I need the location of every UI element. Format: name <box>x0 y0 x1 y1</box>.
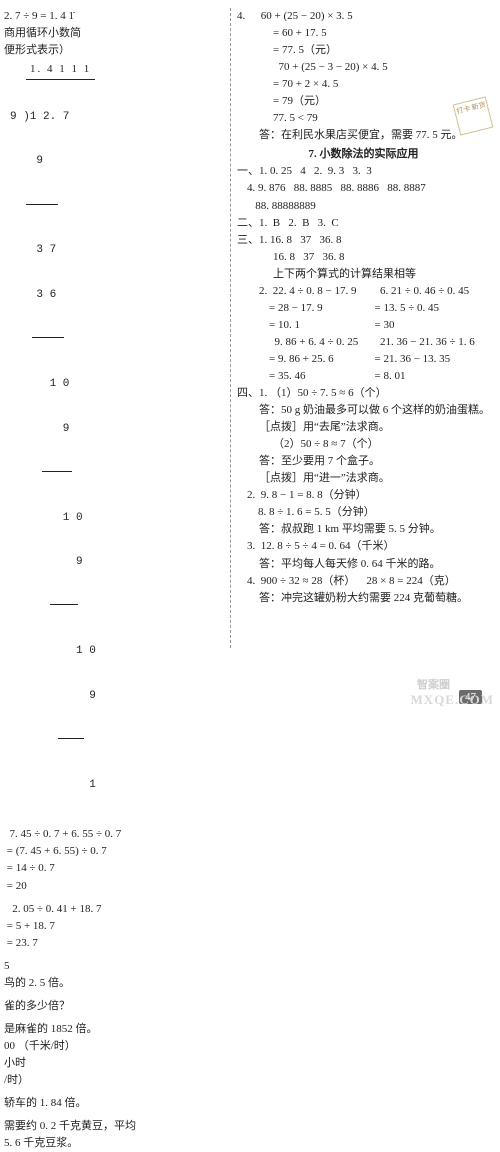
text: = 70 + 2 × 4. 5 <box>237 76 490 93</box>
text: 上下两个算式的计算结果相等 <box>237 266 490 283</box>
text: = 21. 36 − 13. 35 <box>375 351 491 368</box>
ld-row: 1 0 <box>10 511 224 526</box>
text: 2. 22. 4 ÷ 0. 8 − 17. 9 <box>259 283 375 300</box>
text: /时） <box>4 1072 224 1089</box>
text: = 28 − 17. 9 <box>259 300 375 317</box>
text: = 8. 01 <box>375 368 491 385</box>
text: 21. 36 − 21. 36 ÷ 1. 6 <box>375 334 491 351</box>
text: 4. 9. 876 88. 8885 88. 8886 88. 8887 <box>237 180 490 197</box>
text: 雀的多少倍？ <box>4 998 224 1015</box>
answer: 答：冲完这罐奶粉大约需要 224 克葡萄糖。 <box>237 590 490 607</box>
long-division: 1. 4 1 1 1 9 )1 2. 7 9 3 7 3 6 1 0 9 1 0… <box>10 61 224 822</box>
text: 便形式表示） <box>4 42 224 59</box>
ld-row: 1 <box>10 778 224 793</box>
text: 5. 6 千克豆浆。 <box>4 1135 224 1152</box>
text: 商用循环小数简 <box>4 25 224 42</box>
text: = 10. 1 <box>259 317 375 334</box>
text: 三、1. 16. 8 37 36. 8 <box>237 232 490 249</box>
text: 16. 8 37 36. 8 <box>237 249 490 266</box>
ld-row: 3 6 <box>10 288 224 303</box>
text: 7. 45 ÷ 0. 7 + 6. 55 ÷ 0. 7 <box>4 826 224 843</box>
text: = 79（元） <box>237 93 490 110</box>
hint: ［点拨］用“进一”法求商。 <box>237 470 490 487</box>
text: = 60 + 17. 5 <box>237 25 490 42</box>
text: 22. 4 ÷ 0. 8 − 17. 9 <box>267 285 356 297</box>
text: 3. 12. 8 ÷ 5 ÷ 4 = 0. 64（千米） <box>237 538 490 555</box>
text: = 77. 5（元） <box>237 42 490 59</box>
ld-row: 3 7 <box>10 243 224 258</box>
hint: ［点拨］用“去尾”法求商。 <box>237 419 490 436</box>
ld-row: 9 <box>10 154 224 169</box>
answer: 答：叔叔跑 1 km 平均需要 5. 5 分钟。 <box>237 521 490 538</box>
text: = 5 + 18. 7 <box>4 918 224 935</box>
text: = 20 <box>4 878 224 895</box>
text: 60 + (25 − 20) × 3. 5 <box>255 10 352 22</box>
text: = 35. 46 <box>259 368 375 385</box>
text: 4. 900 ÷ 32 ≈ 28（杯） 28 × 8 = 224（克） <box>237 573 490 590</box>
calc-left: 2. 22. 4 ÷ 0. 8 − 17. 9 = 28 − 17. 9 = 1… <box>259 283 375 385</box>
text: 需要约 0. 2 千克黄豆，平均 <box>4 1118 224 1135</box>
answer: 答：平均每人每天修 0. 64 千米的路。 <box>237 556 490 573</box>
section-title: 7. 小数除法的实际应用 <box>237 146 490 163</box>
left-column: 2. 7 ÷ 9 = 1. 4 1̇ 商用循环小数简 便形式表示） 1. 4 1… <box>4 8 224 662</box>
ld-row: 9 <box>10 689 224 704</box>
text: 鸟的 2. 5 倍。 <box>4 975 224 992</box>
text: （2）50 ÷ 8 ≈ 7（个） <box>237 436 490 453</box>
text: 5 <box>4 958 224 975</box>
text: 2. 7 ÷ 9 = 1. 4 1̇ <box>4 8 224 25</box>
label: 一、1. <box>237 165 267 177</box>
text: = 30 <box>375 317 491 334</box>
text: 88. 88888889 <box>237 198 490 215</box>
text: 6. 21 ÷ 0. 46 ÷ 0. 45 <box>375 283 491 300</box>
label: 三、1. <box>237 234 267 246</box>
text: = 23. 7 <box>4 935 224 952</box>
answer: 答：50 g 奶油最多可以做 6 个这样的奶油蛋糕。 <box>237 402 490 419</box>
label: 2. <box>259 285 267 297</box>
page-container: 2. 7 ÷ 9 = 1. 4 1̇ 商用循环小数简 便形式表示） 1. 4 1… <box>0 0 500 670</box>
text: 四、1. （1）50 ÷ 7. 5 ≈ 6（个） <box>237 385 490 402</box>
ld-row: 9 <box>10 555 224 570</box>
calc-right: 6. 21 ÷ 0. 46 ÷ 0. 45 = 13. 5 ÷ 0. 45 = … <box>375 283 491 385</box>
ld-quotient: 1. 4 1 1 1 <box>26 61 95 80</box>
text: 轿车的 1. 84 倍。 <box>4 1095 224 1112</box>
text: 70 + (25 − 3 − 20) × 4. 5 <box>237 59 490 76</box>
watermark-text: 智案圈 <box>417 676 450 692</box>
ld-row: 1 0 <box>10 644 224 659</box>
text: 小时 <box>4 1055 224 1072</box>
text: 2. 9. 8 − 1 = 8. 8（分钟） <box>237 487 490 504</box>
text: 0. 25 4 2. 9. 3 3. 3 <box>270 165 372 177</box>
two-column-calc: 2. 22. 4 ÷ 0. 8 − 17. 9 = 28 − 17. 9 = 1… <box>237 283 490 385</box>
text: = 14 ÷ 0. 7 <box>4 860 224 877</box>
watermark-text: MXQE.COM <box>411 692 494 708</box>
text: 77. 5 < 79 <box>237 110 490 127</box>
column-divider <box>230 8 231 648</box>
text: 是麻雀的 1852 倍。 <box>4 1021 224 1038</box>
answer: 答：至少要用 7 个盒子。 <box>237 453 490 470</box>
text: 2. 05 ÷ 0. 41 + 18. 7 <box>4 901 224 918</box>
text: 4. 60 + (25 − 20) × 3. 5 <box>237 8 490 25</box>
text: 一、1. 0. 25 4 2. 9. 3 3. 3 <box>237 163 490 180</box>
text: 二、1. B 2. B 3. C <box>237 215 490 232</box>
ld-row: 1 0 <box>10 377 224 392</box>
text: 8. 8 ÷ 1. 6 = 5. 5（分钟） <box>237 504 490 521</box>
label: 四、1. <box>237 387 267 399</box>
text: = 13. 5 ÷ 0. 45 <box>375 300 491 317</box>
text: 00 （千米/时） <box>4 1038 224 1055</box>
text: = 9. 86 + 25. 6 <box>259 351 375 368</box>
ld-body: 9 )1 2. 7 9 3 7 3 6 1 0 9 1 0 9 1 0 <box>10 80 224 822</box>
text: = (7. 45 + 6. 55) ÷ 0. 7 <box>4 843 224 860</box>
text: （1）50 ÷ 7. 5 ≈ 6（个） <box>270 387 387 399</box>
ld-dividend: 9 )1 2. 7 <box>10 110 224 125</box>
label: 4. <box>237 10 245 22</box>
text: 16. 8 37 36. 8 <box>270 234 342 246</box>
answer: 答：在利民水果店买便宜，需要 77. 5 元。 <box>237 127 490 144</box>
text: 9. 86 + 6. 4 ÷ 0. 25 <box>259 334 375 351</box>
ld-row: 9 <box>10 422 224 437</box>
